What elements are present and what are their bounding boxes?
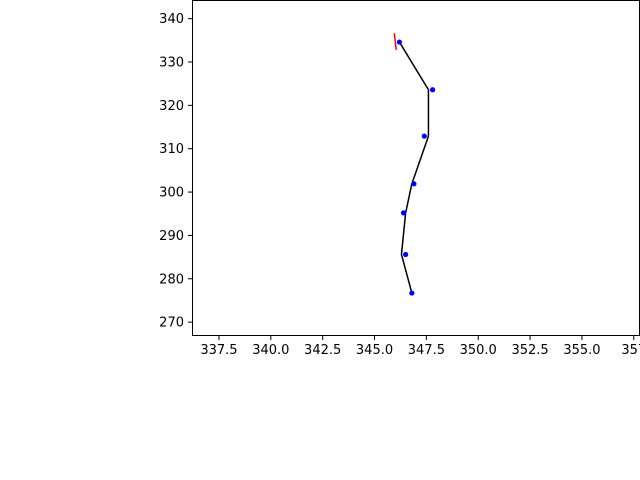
x-tick-label: 347.5 bbox=[408, 343, 445, 358]
x-tick-label: 345.0 bbox=[356, 343, 393, 358]
scatter-point-4 bbox=[400, 210, 407, 216]
y-tick-label: 310 bbox=[159, 142, 184, 157]
y-tick-label: 280 bbox=[159, 272, 184, 287]
x-axis: 337.5 340.0 342.5 345.0 347.5 350.0 352.5 355.0… bbox=[200, 336, 640, 358]
y-tick-label: 300 bbox=[159, 186, 184, 201]
series-layer bbox=[393, 33, 436, 296]
x-tick-label: 350.0 bbox=[460, 343, 497, 358]
scatter-point-0 bbox=[396, 39, 403, 45]
y-tick-label: 330 bbox=[159, 55, 184, 70]
x-tick-label: 352.5 bbox=[511, 343, 548, 358]
scatter-point-3 bbox=[411, 181, 417, 187]
scatter-point-5 bbox=[403, 251, 409, 258]
y-tick-label: 270 bbox=[159, 316, 184, 331]
scatter-point-1 bbox=[429, 87, 436, 93]
scatter-point-2 bbox=[421, 133, 427, 139]
x-tick-label: 337.5 bbox=[200, 343, 237, 358]
y-tick-label: 340 bbox=[159, 12, 184, 27]
plot-background bbox=[192, 0, 640, 336]
red-segment-line bbox=[393, 33, 398, 50]
plot-area bbox=[192, 0, 640, 336]
y-axis: 270 280 290 300 310 320 330 340 bbox=[159, 12, 192, 331]
x-tick-label: 357 bbox=[621, 343, 640, 358]
scatter-point-6 bbox=[409, 290, 415, 296]
y-tick-label: 290 bbox=[159, 229, 184, 244]
x-tick-label: 340.0 bbox=[252, 343, 289, 358]
x-tick-label: 342.5 bbox=[304, 343, 341, 358]
y-tick-label: 320 bbox=[159, 99, 184, 114]
x-tick-label: 355.0 bbox=[563, 343, 600, 358]
